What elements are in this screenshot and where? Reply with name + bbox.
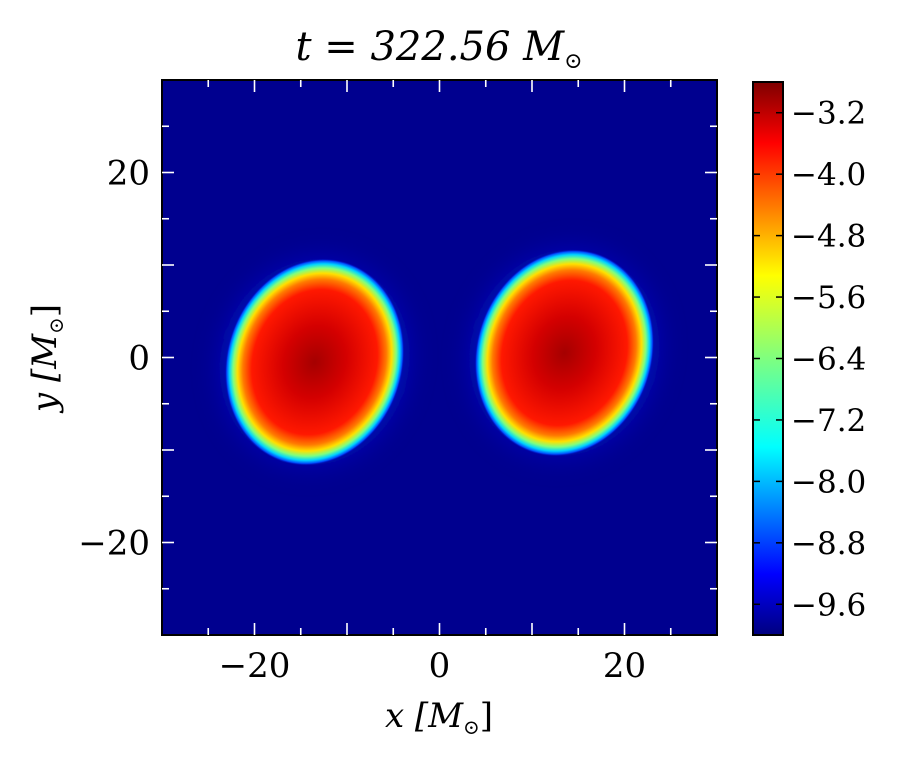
x-tick-label: −20 — [219, 646, 291, 686]
colorbar-tick-label: −4.0 — [791, 157, 866, 193]
colorbar-tick-label: −4.8 — [791, 219, 866, 255]
colorbar-tick-label: −8.0 — [791, 464, 866, 500]
y-axis-label: y [M⊙] — [25, 304, 68, 414]
x-tick-labels: −20 0 20 — [219, 646, 647, 686]
plot-area — [162, 80, 717, 635]
blobs-layer — [195, 222, 684, 493]
colorbar-tick-label: −9.6 — [791, 587, 866, 623]
y-tick-label: 0 — [128, 339, 150, 379]
chart-title: t = 322.56 M⊙ — [295, 24, 582, 74]
blob-1 — [195, 232, 434, 493]
colorbar-tick-label: −6.4 — [791, 342, 866, 378]
axis-ticks — [162, 80, 717, 635]
blob-2 — [445, 222, 684, 483]
y-tick-label: 20 — [107, 154, 150, 194]
y-tick-labels: −20 0 20 — [78, 154, 150, 564]
y-tick-label: −20 — [78, 524, 150, 564]
colorbar-tick-label: −5.6 — [791, 280, 866, 316]
x-tick-label: 0 — [429, 646, 451, 686]
x-axis-label: x [M⊙] — [385, 696, 493, 739]
colorbar-tick-label: −7.2 — [791, 403, 866, 439]
blob-core — [224, 258, 405, 466]
colorbar-tick-label: −8.8 — [791, 526, 866, 562]
blob-core — [474, 249, 655, 457]
colorbar-ticks: −3.2 −4.0 −4.8 −5.6 −6.4 −7.2 −8.0 −8.8 −9.6 — [753, 96, 866, 623]
x-tick-label: 20 — [603, 646, 646, 686]
colorbar-tick-label: −3.2 — [791, 96, 866, 132]
